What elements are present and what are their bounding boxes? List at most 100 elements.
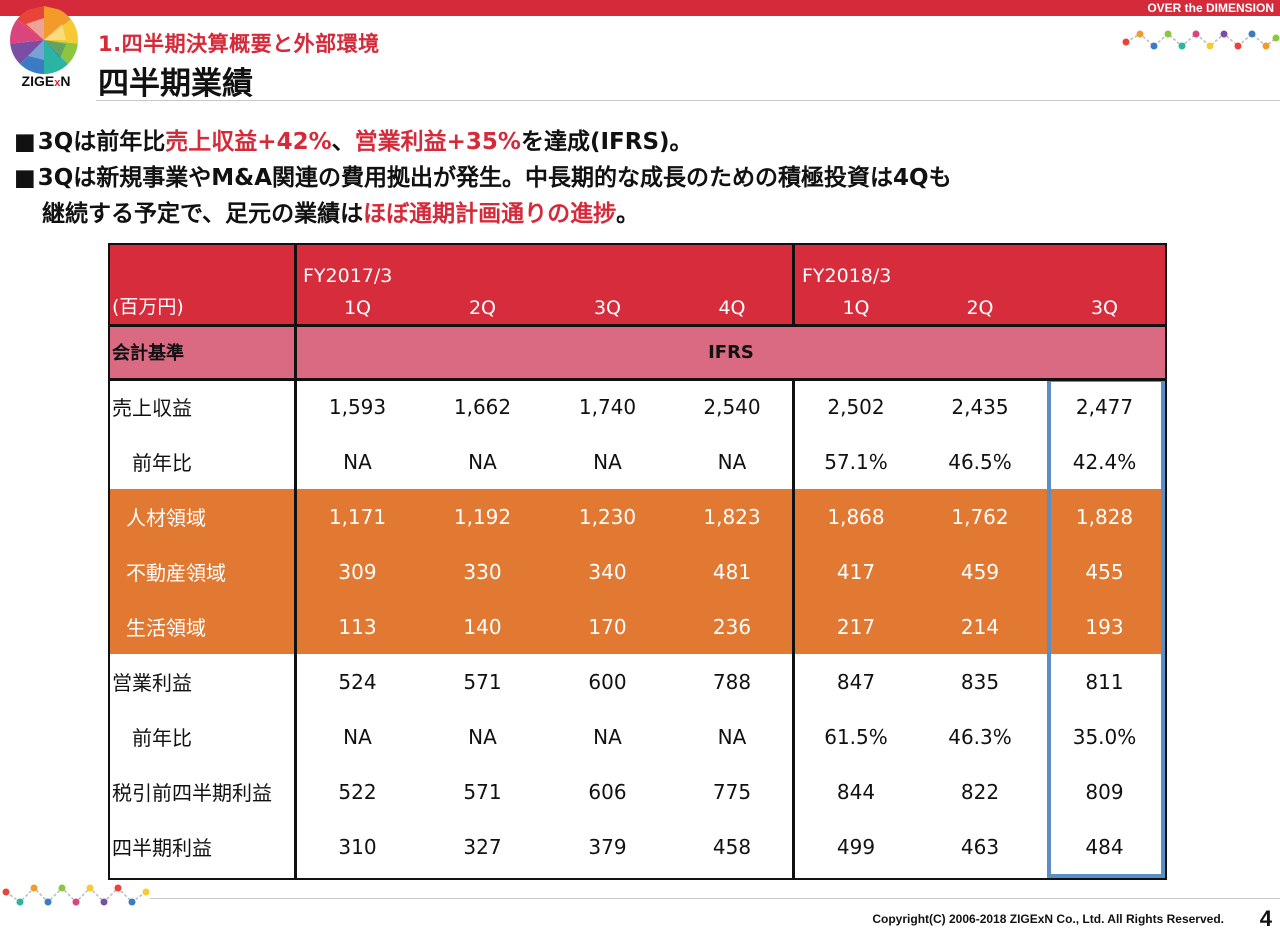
table-cell: 455 [1042, 544, 1167, 599]
table-cell: 2,540 [670, 379, 794, 434]
current-quarter-highlight [1047, 378, 1165, 878]
summary-bullets: ■3Qは前年比売上収益+42%、営業利益+35%を達成(IFRS)。 ■3Qは新… [14, 124, 1264, 232]
table-cell: 42.4% [1042, 434, 1167, 489]
table-cell: 1,593 [295, 379, 420, 434]
table-cell: 847 [794, 654, 918, 709]
bullet-2: ■3Qは新規事業やM&A関連の費用拠出が発生。中長期的な成長のための積極投資は4… [14, 165, 952, 191]
table-row: 生活領域 113 140 170 236 217 214 193 [108, 599, 1167, 654]
header-divider [96, 100, 1280, 101]
header-cell: FY2017/3 1Q [295, 243, 420, 325]
table-cell: 57.1% [794, 434, 918, 489]
table-cell: NA [670, 434, 794, 489]
header-cell: 4Q [670, 243, 794, 325]
table-row: 前年比 NA NA NA NA 57.1% 46.5% 42.4% [108, 434, 1167, 489]
table-rule [108, 378, 1167, 381]
table-row: 四半期利益 310 327 379 458 499 463 484 [108, 819, 1167, 874]
table-cell: NA [545, 434, 670, 489]
row-label: 前年比 [108, 434, 295, 489]
table-cell: 309 [295, 544, 420, 599]
table-cell: 499 [794, 819, 918, 874]
table-cell: 330 [420, 544, 545, 599]
table-cell: 463 [918, 819, 1042, 874]
table-cell: NA [295, 434, 420, 489]
table-cell: 811 [1042, 654, 1167, 709]
accounting-standard-row: 会計基準 IFRS [108, 325, 1167, 379]
table-cell: 46.5% [918, 434, 1042, 489]
row-label: 不動産領域 [108, 544, 295, 599]
bullet-1: ■3Qは前年比売上収益+42%、営業利益+35%を達成(IFRS)。 [14, 129, 693, 155]
quarterly-results-table: (百万円) FY2017/3 1Q 2Q 3Q 4Q FY2018/3 1Q 2Q … [108, 243, 1167, 874]
table-cell: 524 [295, 654, 420, 709]
table-rule [792, 243, 795, 325]
table-cell: 310 [295, 819, 420, 874]
bullet-marker: ■ [14, 165, 36, 191]
table-cell: 1,230 [545, 489, 670, 544]
table-cell: 2,477 [1042, 379, 1167, 434]
table-cell: 327 [420, 819, 545, 874]
top-banner: OVER the DIMENSION [0, 0, 1280, 16]
table-cell: NA [420, 709, 545, 764]
table-cell: NA [670, 709, 794, 764]
table-cell: 1,171 [295, 489, 420, 544]
page-title: 四半期業績 [98, 66, 253, 102]
table-rule [294, 243, 297, 880]
table-cell: 1,868 [794, 489, 918, 544]
table-cell: 571 [420, 764, 545, 819]
table-rule [108, 324, 1167, 327]
page-number: 4 [1259, 906, 1272, 931]
table-rule [792, 378, 795, 880]
table-row: 人材領域 1,171 1,192 1,230 1,823 1,868 1,762 1,828 [108, 489, 1167, 544]
fiscal-year-label: FY2017/3 [303, 265, 393, 287]
table-cell: 1,192 [420, 489, 545, 544]
section-subtitle: 1.四半期決算概要と外部環境 [98, 32, 380, 56]
table-cell: 1,662 [420, 379, 545, 434]
table-cell: 113 [295, 599, 420, 654]
row-label: 営業利益 [108, 654, 295, 709]
fiscal-year-label: FY2018/3 [802, 265, 892, 287]
table-cell: 458 [670, 819, 794, 874]
table-cell: 484 [1042, 819, 1167, 874]
table-cell: 2,435 [918, 379, 1042, 434]
row-label: 税引前四半期利益 [108, 764, 295, 819]
table-cell: 46.3% [918, 709, 1042, 764]
table-cell: 1,823 [670, 489, 794, 544]
copyright-text: Copyright(C) 2006-2018 ZIGExN Co., Ltd. … [872, 912, 1224, 926]
table-row: 売上収益 1,593 1,662 1,740 2,540 2,502 2,435 2,477 [108, 379, 1167, 434]
header-cell: 2Q [918, 243, 1042, 325]
table-cell: 822 [918, 764, 1042, 819]
table-header-row: (百万円) FY2017/3 1Q 2Q 3Q 4Q FY2018/3 1Q 2Q … [108, 243, 1167, 325]
table-cell: 775 [670, 764, 794, 819]
zigexn-logo-icon [10, 6, 78, 74]
table-row: 前年比 NA NA NA NA 61.5% 46.3% 35.0% [108, 709, 1167, 764]
table-cell: NA [420, 434, 545, 489]
row-label: 四半期利益 [108, 819, 295, 874]
table-cell: 1,828 [1042, 489, 1167, 544]
table-cell: 61.5% [794, 709, 918, 764]
table-cell: NA [295, 709, 420, 764]
table-cell: 1,762 [918, 489, 1042, 544]
header-cell: 2Q [420, 243, 545, 325]
table-cell: 481 [670, 544, 794, 599]
table-row: 営業利益 524 571 600 788 847 835 811 [108, 654, 1167, 709]
header-cell: 3Q [545, 243, 670, 325]
table-cell: 1,740 [545, 379, 670, 434]
header-cell: FY2018/3 1Q [794, 243, 918, 325]
row-label: 人材領域 [108, 489, 295, 544]
table-cell: 2,502 [794, 379, 918, 434]
table-cell: 809 [1042, 764, 1167, 819]
footer-divider [150, 898, 1280, 899]
standard-value: IFRS [295, 325, 1167, 379]
bullet-2-continued: 継続する予定で、足元の業績はほぼ通期計画通りの進捗。 [42, 201, 640, 227]
table-cell: 459 [918, 544, 1042, 599]
standard-label: 会計基準 [108, 325, 295, 379]
table-cell: 835 [918, 654, 1042, 709]
table-cell: 140 [420, 599, 545, 654]
row-label: 生活領域 [108, 599, 295, 654]
table-cell: 217 [794, 599, 918, 654]
table-cell: 379 [545, 819, 670, 874]
unit-label: (百万円) [108, 243, 295, 325]
table-cell: 522 [295, 764, 420, 819]
table-row: 不動産領域 309 330 340 481 417 459 455 [108, 544, 1167, 599]
table-cell: 606 [545, 764, 670, 819]
table-cell: 170 [545, 599, 670, 654]
